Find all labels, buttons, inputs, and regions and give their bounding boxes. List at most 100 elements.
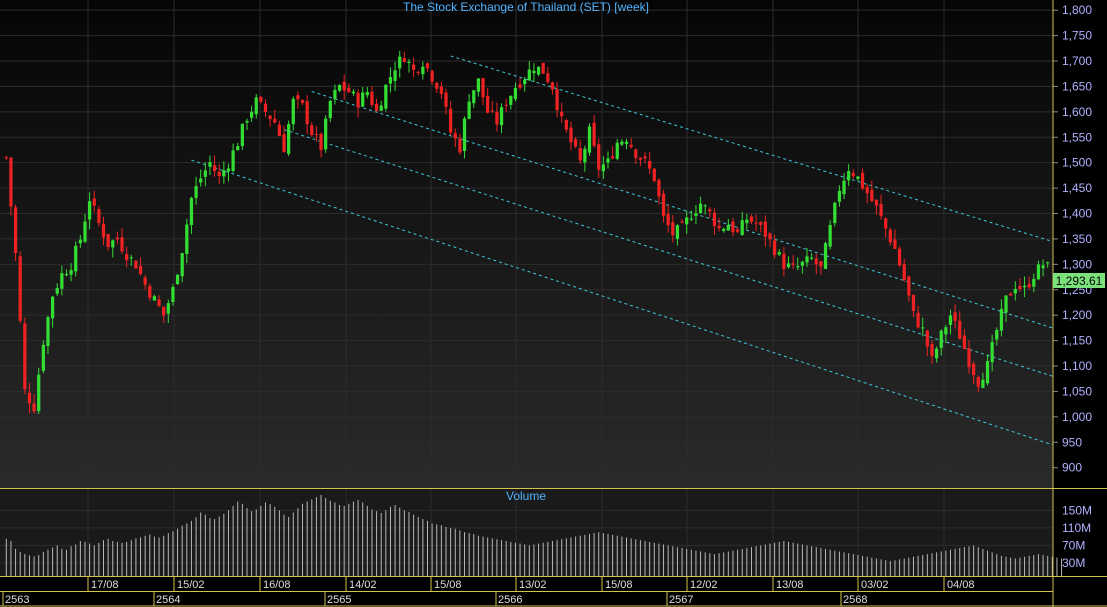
candle-body <box>472 90 476 104</box>
date-label: 13/08 <box>776 579 804 591</box>
candle-body <box>819 261 823 267</box>
candle-body <box>768 233 772 240</box>
year-label: 2565 <box>327 594 351 606</box>
candle-body <box>384 84 388 109</box>
candle-body <box>249 111 254 118</box>
candle-body <box>726 224 730 231</box>
candle-body <box>342 81 346 91</box>
candle-body <box>611 156 615 159</box>
candle-body <box>1041 265 1045 269</box>
price-tick-label: 1,500 <box>1062 156 1092 170</box>
date-label: 15/08 <box>434 579 462 591</box>
candle-body <box>934 348 939 359</box>
candle-body <box>319 133 323 151</box>
candle-body <box>449 108 453 133</box>
candle-body <box>324 118 328 150</box>
candle-body <box>930 344 934 357</box>
candle-body <box>745 219 749 224</box>
candle-body <box>564 119 568 130</box>
candle-body <box>106 233 110 247</box>
candle-body <box>263 103 268 113</box>
candle-body <box>314 134 319 136</box>
candle-body <box>749 216 754 223</box>
candle-body <box>41 344 45 371</box>
date-label: 15/02 <box>177 579 205 591</box>
candle-body <box>833 202 837 224</box>
candle-body <box>513 87 518 100</box>
date-label: 16/08 <box>263 579 291 591</box>
candle-body <box>842 180 846 195</box>
candle-body <box>694 213 698 216</box>
candle-body <box>583 148 587 163</box>
candle-body <box>648 161 652 169</box>
candle-body <box>27 392 32 404</box>
candle-body <box>50 296 55 319</box>
candle-body <box>300 99 305 103</box>
price-tick-label: 1,800 <box>1062 3 1092 17</box>
candle-body <box>948 315 953 325</box>
candle-body <box>1046 262 1050 264</box>
candle-body <box>523 79 527 85</box>
candle-body <box>573 139 578 147</box>
candle-body <box>1032 278 1036 287</box>
candle-body <box>698 203 703 213</box>
candle-body <box>13 207 18 254</box>
candle-body <box>379 105 383 111</box>
candle-body <box>860 172 865 189</box>
candle-body <box>453 133 457 139</box>
candle-body <box>310 125 314 136</box>
candle-body <box>763 221 767 237</box>
candle-body <box>129 257 133 259</box>
candle-body <box>851 172 855 177</box>
candle-body <box>1018 285 1022 290</box>
candle-body <box>976 377 980 387</box>
candlesticks <box>4 50 1050 414</box>
price-panel-background <box>0 0 1053 488</box>
candle-body <box>615 142 619 159</box>
candle-body <box>680 221 684 223</box>
candle-body <box>995 329 999 340</box>
candle-body <box>125 253 129 261</box>
candle-body <box>550 82 555 90</box>
candle-body <box>32 403 36 412</box>
candle-body <box>754 222 758 224</box>
candle-body <box>703 205 707 207</box>
candle-body <box>828 225 832 247</box>
candle-body <box>643 156 647 159</box>
candle-body <box>902 264 906 280</box>
date-label: 15/08 <box>605 579 633 591</box>
candle-body <box>731 221 735 233</box>
price-tick-label: 1,600 <box>1062 105 1092 119</box>
candle-body <box>814 258 818 265</box>
candle-body <box>115 237 120 240</box>
candle-body <box>222 170 226 177</box>
candle-body <box>194 186 198 198</box>
candle-body <box>185 224 189 255</box>
candle-body <box>560 111 564 117</box>
price-tick-label: 1,650 <box>1062 79 1092 93</box>
candle-body <box>74 245 78 272</box>
candle-body <box>365 91 369 96</box>
candle-body <box>972 363 976 376</box>
candle-body <box>587 126 592 153</box>
candle-body <box>88 201 92 220</box>
candle-body <box>907 276 911 296</box>
candle-body <box>546 73 550 83</box>
candle-body <box>337 85 342 91</box>
date-label: 12/02 <box>690 579 718 591</box>
candle-body <box>1022 285 1027 288</box>
candle-body <box>999 308 1004 331</box>
candle-body <box>634 149 638 158</box>
price-tick-label: 1,550 <box>1062 130 1092 144</box>
candle-body <box>578 148 582 161</box>
candle-body <box>138 266 143 275</box>
candle-body <box>624 141 629 145</box>
candle-body <box>856 176 860 179</box>
year-label: 2566 <box>498 594 522 606</box>
candle-body <box>805 256 809 263</box>
candle-body <box>305 101 309 125</box>
candle-body <box>69 270 73 275</box>
volume-panel-background <box>0 489 1053 576</box>
